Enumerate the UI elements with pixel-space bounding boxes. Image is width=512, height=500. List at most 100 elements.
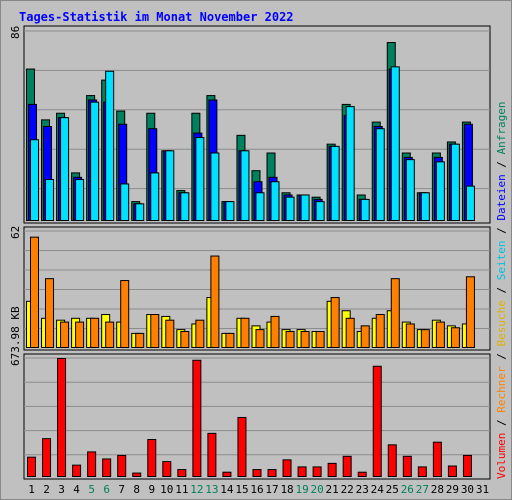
bar-rechner [150, 314, 160, 348]
x-tick-label: 19 [295, 483, 308, 496]
legend-rechner: Rechner [495, 366, 508, 413]
bar-rechner [270, 315, 280, 348]
bar-rechner [450, 327, 460, 349]
bar-volumen [432, 441, 442, 477]
x-tick-label: 3 [58, 483, 65, 496]
bar-seiten [255, 192, 265, 221]
x-tick-label: 23 [356, 483, 369, 496]
bar-volumen [42, 438, 52, 478]
bar-rechner [465, 276, 475, 348]
bar-rechner [315, 331, 325, 349]
bar-rechner [405, 323, 415, 348]
legend-sep: / [495, 347, 508, 367]
bar-volumen [267, 469, 277, 477]
bar-rechner [135, 332, 145, 349]
x-tick-label: 27 [416, 483, 429, 496]
bar-seiten [30, 139, 39, 221]
bar-volumen [207, 432, 217, 477]
bar-rechner [195, 319, 205, 348]
bar-seiten [225, 201, 235, 221]
bar-seiten [240, 150, 250, 221]
legend-anfragen: Anfragen [495, 101, 508, 154]
bar-rechner [285, 331, 295, 349]
bar-volumen [102, 458, 112, 478]
bar-rechner [360, 325, 370, 348]
bar-rechner [120, 280, 130, 348]
legend-dateien: Dateien [495, 174, 508, 220]
bar-rechner [390, 278, 400, 349]
x-tick-label: 21 [326, 483, 339, 496]
bar-volumen [372, 365, 382, 478]
bar-volumen [147, 439, 157, 478]
legend-besuche: Besuche [495, 300, 508, 346]
bar-seiten [195, 137, 205, 221]
bar-volumen [387, 444, 397, 477]
bar-volumen [177, 469, 187, 477]
bar-volumen [72, 464, 82, 478]
bar-seiten [45, 179, 55, 221]
bar-rechner [345, 317, 355, 349]
bar-seiten [330, 145, 340, 222]
legend-volumen: Volumen [495, 433, 508, 479]
bar-volumen [282, 459, 292, 477]
bar-seiten [180, 192, 190, 221]
x-tick-label: 12 [190, 483, 203, 496]
bar-seiten [390, 66, 400, 222]
bar-volumen [357, 471, 367, 477]
bar-seiten [75, 179, 85, 221]
bar-rechner [180, 331, 190, 349]
legend-sep: / [495, 221, 508, 241]
chart-title: Tages-Statistik im Monat November 2022 [19, 10, 294, 24]
bar-rechner [60, 321, 70, 349]
bar-rechner [375, 314, 385, 348]
bar-rechner [45, 278, 55, 349]
bar-seiten [210, 152, 220, 221]
volume-panel [23, 353, 491, 480]
bar-volumen [252, 469, 262, 477]
bar-seiten [300, 194, 310, 221]
x-tick-label: 29 [446, 483, 459, 496]
x-tick-label: 13 [205, 483, 218, 496]
bar-seiten [120, 183, 130, 222]
x-tick-label: 30 [461, 483, 474, 496]
y-max-anfragen: 86 [9, 26, 22, 39]
bar-seiten [135, 203, 145, 221]
legend-sep: / [495, 154, 508, 174]
bar-rechner [255, 329, 265, 348]
bar-rechner [225, 332, 235, 349]
x-tick-label: 14 [220, 483, 234, 496]
bar-seiten [435, 161, 445, 221]
x-tick-label: 9 [148, 483, 155, 496]
legend: Volumen / Rechner / Besuche / Seiten / D… [495, 101, 508, 479]
bar-seiten [450, 143, 460, 222]
bar-volumen [327, 462, 337, 477]
bar-volumen [87, 451, 97, 477]
x-tick-label: 31 [476, 483, 489, 496]
bar-seiten [60, 117, 70, 221]
x-tick-label: 20 [311, 483, 324, 496]
x-tick-label: 16 [250, 483, 263, 496]
bar-volumen [192, 359, 202, 477]
x-tick-label: 4 [73, 483, 80, 496]
x-tick-label: 5 [88, 483, 95, 496]
bar-rechner [90, 317, 100, 349]
legend-sep: / [495, 280, 508, 300]
bar-seiten [165, 150, 175, 221]
bar-rechner [75, 321, 85, 349]
bar-volumen [447, 465, 457, 478]
bar-volumen [162, 461, 172, 477]
bar-seiten [90, 101, 100, 221]
x-tick-label: 8 [133, 483, 140, 496]
bar-rechner [105, 321, 115, 349]
bar-seiten [105, 70, 115, 221]
bar-seiten [420, 192, 430, 221]
bar-volumen [462, 454, 472, 478]
y-max-besuche: 62 [9, 226, 22, 239]
x-tick-label: 25 [386, 483, 399, 496]
bar-volumen [27, 456, 36, 478]
bar-volumen [297, 466, 307, 478]
bar-rechner [30, 236, 39, 348]
bar-rechner [210, 255, 220, 348]
bar-volumen [312, 466, 322, 478]
